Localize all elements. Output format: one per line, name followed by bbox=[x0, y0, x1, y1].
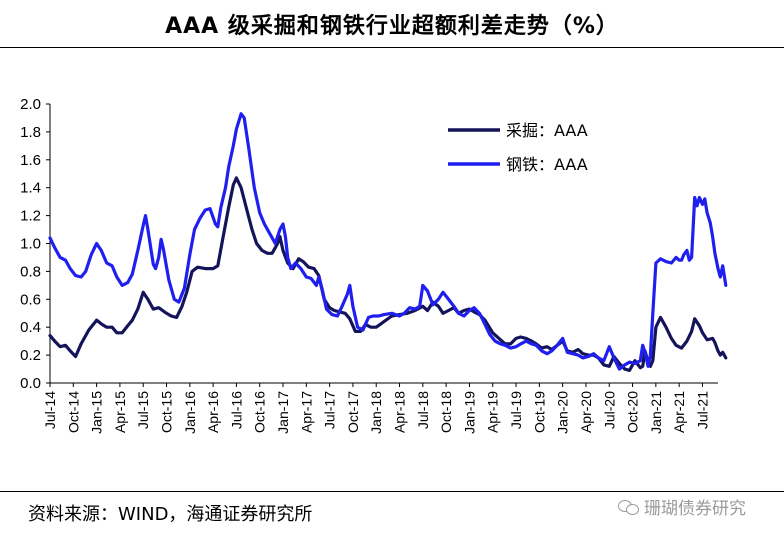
top-rule bbox=[0, 47, 784, 48]
x-tick-label: Apr-15 bbox=[112, 391, 128, 433]
legend-label-1: 采掘：AAA bbox=[506, 121, 588, 140]
x-tick-label: Jan-20 bbox=[555, 391, 571, 434]
source-note: 资料来源：WIND，海通证券研究所 bbox=[28, 504, 313, 525]
x-tick-label: Jan-18 bbox=[368, 391, 384, 434]
y-tick-label: 0.8 bbox=[20, 263, 41, 280]
x-tick-label: Apr-16 bbox=[205, 391, 221, 433]
x-tick-label: Jul-16 bbox=[228, 391, 244, 429]
y-tick-label: 1.6 bbox=[20, 152, 41, 169]
series-line-1 bbox=[48, 176, 728, 372]
y-tick-label: 0.2 bbox=[20, 347, 41, 364]
x-tick-label: Jul-19 bbox=[508, 391, 524, 429]
watermark: 珊瑚债券研究 bbox=[618, 494, 746, 519]
x-tick-label: Jan-21 bbox=[648, 391, 664, 434]
x-tick-label: Jan-15 bbox=[89, 391, 105, 434]
x-tick-label: Apr-17 bbox=[298, 391, 314, 433]
x-tick-label: Oct-17 bbox=[345, 391, 361, 433]
x-tick-label: Apr-18 bbox=[392, 391, 408, 433]
x-tick-label: Jul-17 bbox=[322, 391, 338, 429]
x-tick-label: Oct-20 bbox=[625, 391, 641, 433]
y-tick-label: 0.4 bbox=[20, 319, 41, 336]
x-tick-label: Jan-19 bbox=[461, 391, 477, 434]
x-tick-label: Oct-14 bbox=[65, 391, 81, 433]
x-tick-label: Apr-19 bbox=[485, 391, 501, 433]
x-tick-label: Oct-16 bbox=[252, 391, 268, 433]
axes-layer: 0.0 0.2 0.4 0.6 0.8 1.0 1.2 1.4 1.6 1.8 2.0 Jul-14 O… bbox=[20, 96, 718, 434]
legend: 采掘：AAA 钢铁：AAA bbox=[448, 121, 588, 174]
x-tick-label: Apr-20 bbox=[578, 391, 594, 433]
y-tick-label: 1.0 bbox=[20, 236, 41, 253]
series-layer bbox=[48, 112, 728, 372]
x-tick-label: Jan-17 bbox=[275, 391, 291, 434]
watermark-text: 珊瑚债券研究 bbox=[644, 499, 746, 519]
x-tick-label: Jul-14 bbox=[42, 391, 58, 429]
x-tick-label: Jul-21 bbox=[694, 391, 710, 429]
x-tick-label: Jan-16 bbox=[182, 391, 198, 434]
y-tick-label: 0.6 bbox=[20, 291, 41, 308]
chart-svg: 0.0 0.2 0.4 0.6 0.8 1.0 1.2 1.4 1.6 1.8 2.0 Jul-14 O… bbox=[20, 96, 728, 434]
x-tick-label: Jul-20 bbox=[601, 391, 617, 429]
wechat-icon bbox=[618, 498, 640, 516]
y-tick-label: 1.2 bbox=[20, 208, 41, 225]
y-tick-label: 1.8 bbox=[20, 124, 41, 141]
x-tick-label: Oct-19 bbox=[531, 391, 547, 433]
x-tick-label: Apr-21 bbox=[671, 391, 687, 433]
legend-label-2: 钢铁：AAA bbox=[506, 155, 588, 174]
x-tick-label: Oct-15 bbox=[159, 391, 175, 433]
x-tick-label: Jul-15 bbox=[135, 391, 151, 429]
x-tick-label: Oct-18 bbox=[438, 391, 454, 433]
bottom-rule bbox=[0, 491, 784, 492]
x-tick-label: Jul-18 bbox=[415, 391, 431, 429]
y-tick-label: 0.0 bbox=[20, 375, 41, 392]
chart-title: AAA 级采掘和钢铁行业超额利差走势（%） bbox=[165, 14, 619, 39]
series-line-2 bbox=[48, 112, 728, 371]
y-tick-label: 1.4 bbox=[20, 180, 41, 197]
y-tick-label: 2.0 bbox=[20, 96, 41, 113]
